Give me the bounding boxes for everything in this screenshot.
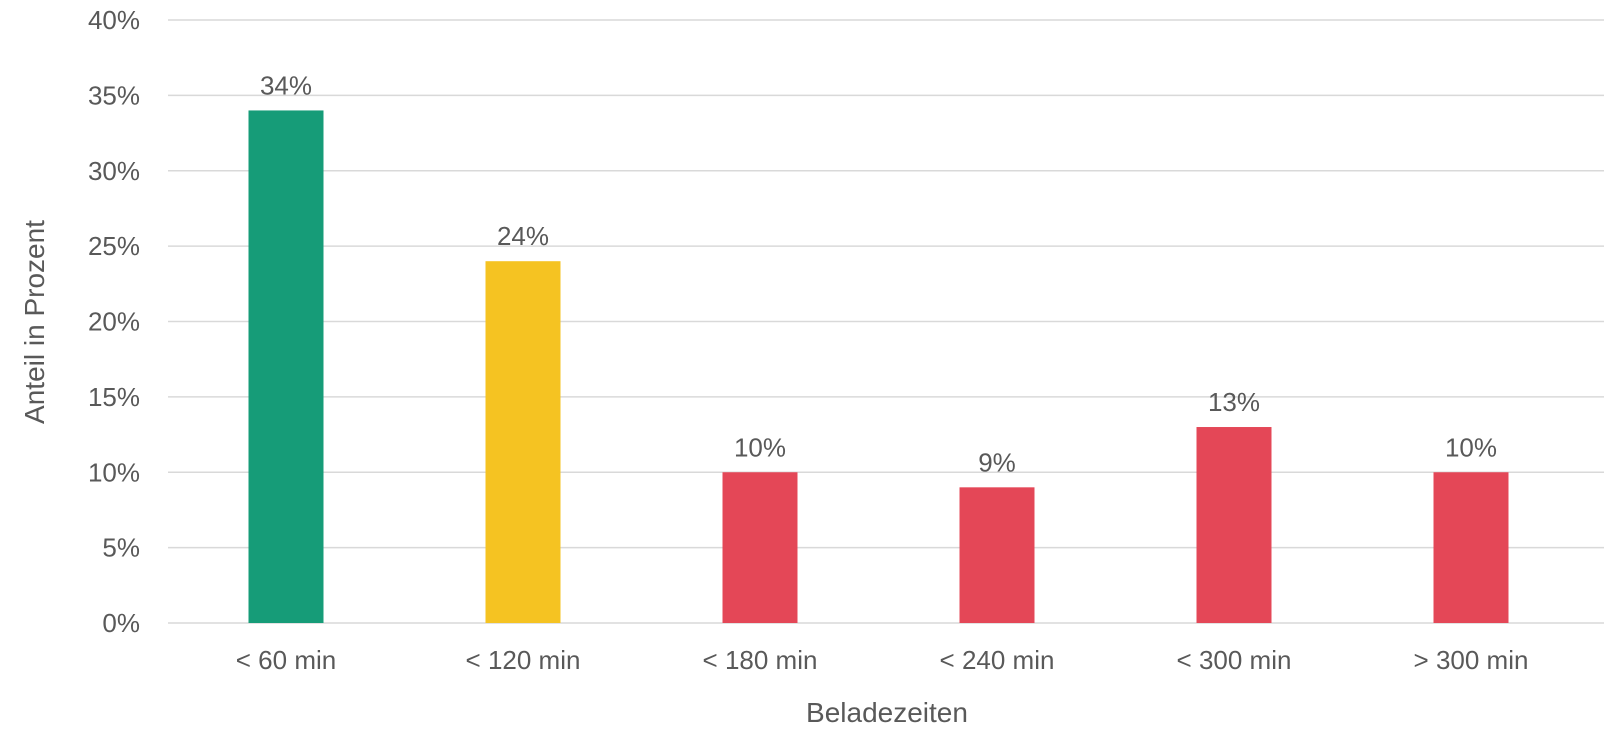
data-label: 24% bbox=[497, 221, 549, 251]
bar bbox=[722, 472, 798, 623]
data-label: 34% bbox=[260, 70, 312, 100]
x-axis-ticks: < 60 min < 120 min < 180 min < 240 min < 300… bbox=[236, 645, 1529, 675]
x-tick-label: < 60 min bbox=[236, 645, 336, 675]
y-tick-label: 5% bbox=[102, 533, 140, 563]
bar bbox=[485, 261, 561, 623]
y-tick-label: 40% bbox=[88, 5, 140, 35]
y-tick-label: 25% bbox=[88, 231, 140, 261]
y-axis-title: Anteil in Prozent bbox=[19, 220, 50, 424]
y-tick-label: 10% bbox=[88, 457, 140, 487]
y-tick-label: 20% bbox=[88, 307, 140, 337]
bar bbox=[1433, 472, 1509, 623]
x-tick-label: < 240 min bbox=[940, 645, 1055, 675]
y-tick-label: 30% bbox=[88, 156, 140, 186]
x-axis-title: Beladezeiten bbox=[806, 697, 968, 728]
data-label: 13% bbox=[1208, 387, 1260, 417]
x-tick-label: < 300 min bbox=[1177, 645, 1292, 675]
gridlines bbox=[168, 19, 1604, 624]
x-tick-label: < 120 min bbox=[466, 645, 581, 675]
bar bbox=[1196, 427, 1272, 623]
x-tick-label: < 180 min bbox=[703, 645, 818, 675]
bars bbox=[248, 110, 1509, 623]
y-axis-ticks: 0% 5% 10% 15% 20% 25% 30% 35% 40% bbox=[88, 5, 140, 638]
bar bbox=[248, 110, 324, 623]
data-label: 10% bbox=[1445, 432, 1497, 462]
x-tick-label: > 300 min bbox=[1414, 645, 1529, 675]
bar bbox=[959, 487, 1035, 623]
y-tick-label: 15% bbox=[88, 382, 140, 412]
y-tick-label: 35% bbox=[88, 80, 140, 110]
data-label: 10% bbox=[734, 432, 786, 462]
y-tick-label: 0% bbox=[102, 608, 140, 638]
data-labels: 34% 24% 10% 9% 13% 10% bbox=[260, 70, 1497, 477]
data-label: 9% bbox=[978, 447, 1016, 477]
